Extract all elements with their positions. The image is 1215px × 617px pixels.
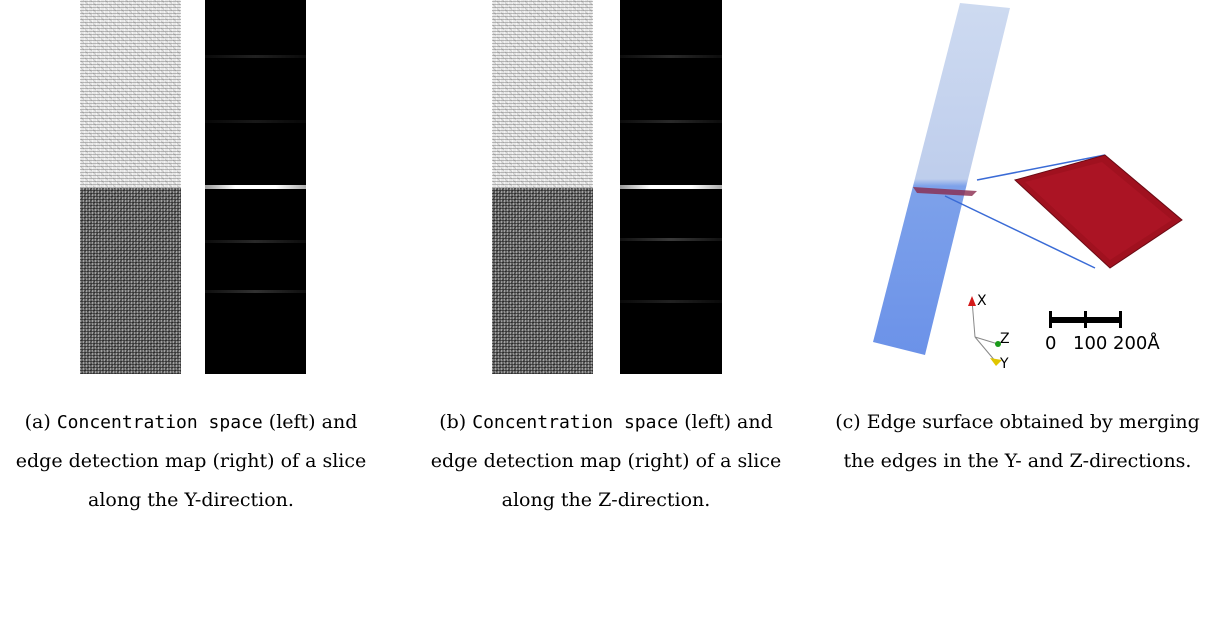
concentration-space-image-b-upper	[492, 0, 593, 188]
detected-edge-line-a	[205, 185, 306, 189]
scale-tick-200: 200Å	[1113, 333, 1160, 354]
axis-label-z: Z	[1000, 331, 1010, 347]
caption-label: (a)	[24, 411, 51, 433]
x-axis-arrow	[968, 296, 976, 306]
scale-tick-100: 100	[1073, 333, 1108, 354]
caption-text: Edge surface obtained by merging the edg…	[843, 411, 1200, 472]
axis-label-x: X	[977, 293, 987, 309]
edge-detection-map-b	[620, 0, 722, 374]
concentration-space-image-a-upper	[80, 0, 181, 188]
leader-line-bottom	[944, 195, 1096, 269]
specimen-rod	[873, 3, 1010, 355]
axis-label-y: Y	[1000, 356, 1009, 372]
caption-label: (c)	[835, 411, 861, 433]
edge-detection-map-a	[205, 0, 306, 374]
caption-label: (b)	[439, 411, 467, 433]
leader-line-top	[976, 154, 1106, 181]
interface-slice	[913, 187, 977, 196]
y-axis-arrow	[990, 358, 1002, 366]
panel-a: (a) Concentration space (left) and edge …	[0, 0, 400, 617]
caption-mono-term: Concentration space	[56, 412, 263, 433]
scale-tick-0: 0	[1045, 333, 1057, 354]
caption-b: (b) Concentration space (left) and edge …	[425, 403, 787, 520]
detected-edge-line-b	[620, 185, 722, 189]
edge-surface-figure	[873, 3, 1183, 366]
z-axis-marker	[995, 341, 1001, 347]
caption-mono-term: Concentration space	[472, 412, 679, 433]
caption-c: (c) Edge surface obtained by merging the…	[825, 403, 1210, 481]
concentration-space-image-a-lower	[80, 188, 181, 374]
panel-c: X Z Y 0 100 200Å (c) Edge surface obtain…	[820, 0, 1215, 617]
caption-a: (a) Concentration space (left) and edge …	[10, 403, 372, 520]
concentration-space-image-b-lower	[492, 188, 593, 374]
caption-text: (left) and edge detection map (right) of…	[15, 411, 367, 511]
caption-text: (left) and edge detection map (right) of…	[430, 411, 782, 511]
panel-b: (b) Concentration space (left) and edge …	[400, 0, 820, 617]
